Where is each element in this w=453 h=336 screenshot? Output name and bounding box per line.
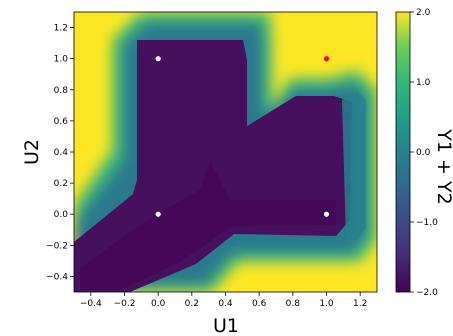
y-tick-label: 0.0 [54, 210, 69, 220]
x-tick-label: −0.4 [80, 299, 102, 309]
y-axis: −0.4 −0.2 0.0 0.2 0.4 0.6 0.8 1.0 1.2 [46, 24, 74, 282]
colorbar-tick-label: 2.0 [416, 8, 431, 18]
x-tick-label: 0.8 [286, 299, 301, 309]
colorbar-title: Y1 + Y2 [433, 128, 453, 204]
data-point [323, 211, 330, 217]
x-tick-label: −0.2 [114, 299, 136, 309]
y-tick-label: −0.2 [46, 241, 68, 251]
data-point [323, 56, 330, 62]
colorbar-tick-label: 1.0 [416, 78, 431, 88]
x-tick-label: 0.4 [218, 299, 233, 309]
y-tick-label: 0.6 [54, 117, 69, 127]
x-tick-label: 0.2 [185, 299, 199, 309]
colorbar: 2.0 1.0 0.0 −1.0 −2.0 Y1 + Y2 [395, 8, 453, 298]
y-tick-label: 0.2 [54, 179, 68, 189]
y-tick-label: 1.0 [54, 55, 69, 65]
y-tick-label: 0.4 [54, 148, 69, 158]
x-tick-label: 1.0 [319, 299, 334, 309]
right-rim [342, 92, 366, 240]
heatmap-field [74, 12, 377, 292]
data-points [155, 56, 330, 217]
colorbar-ticks: 2.0 1.0 0.0 −1.0 −2.0 [410, 8, 438, 298]
y-tick-label: 0.8 [54, 86, 69, 96]
colorbar-tick-label: −2.0 [416, 288, 438, 298]
colorbar-gradient [396, 12, 410, 292]
data-point [155, 56, 161, 62]
y-tick-label: −0.4 [46, 272, 68, 282]
x-tick-label: 0.6 [252, 299, 267, 309]
colorbar-tick-label: −1.0 [416, 218, 438, 228]
x-axis: −0.4 −0.2 0.0 0.2 0.4 0.6 0.8 1.0 1.2 [80, 292, 367, 309]
x-tick-label: 1.2 [353, 299, 367, 309]
y-tick-label: 1.2 [54, 24, 68, 34]
colorbar-tick-label: 0.0 [416, 148, 431, 158]
y-axis-title: U2 [21, 139, 43, 165]
plot-area [73, 11, 378, 293]
data-point [155, 211, 161, 217]
x-tick-label: 0.0 [151, 299, 166, 309]
low-region-core [80, 160, 336, 290]
x-axis-title: U1 [213, 315, 239, 336]
